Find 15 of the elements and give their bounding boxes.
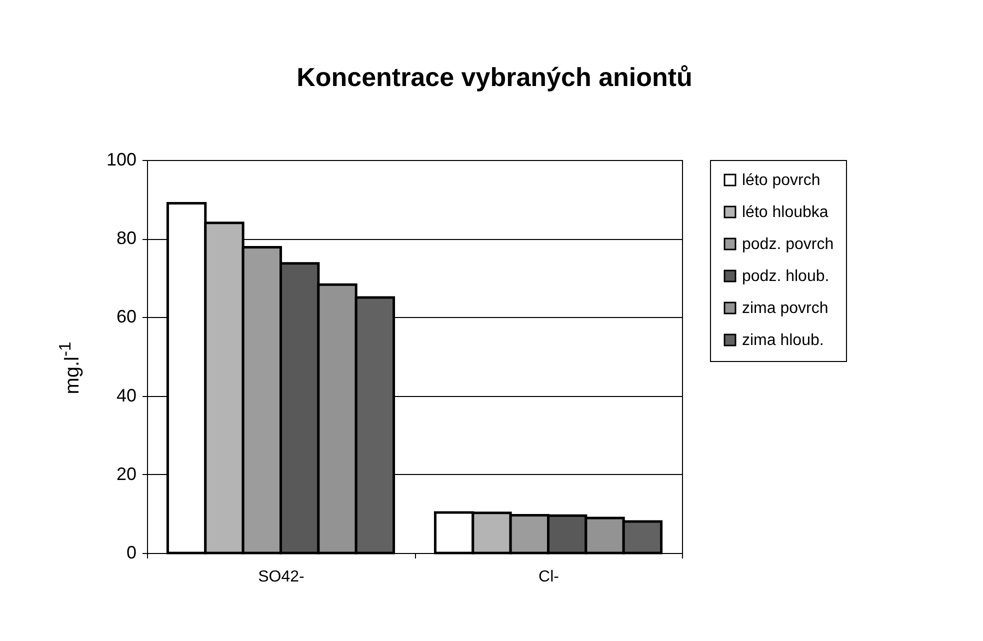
legend-label: zima hloub. bbox=[742, 332, 824, 349]
y-tick-label: 80 bbox=[116, 228, 136, 248]
y-tick-label: 0 bbox=[126, 542, 136, 562]
y-tick-label: 40 bbox=[116, 385, 136, 406]
legend-label: léto hloubka bbox=[742, 204, 828, 221]
x-tick-label: Cl- bbox=[538, 568, 559, 586]
y-tick-label: 100 bbox=[106, 150, 136, 170]
y-tick-label: 20 bbox=[116, 464, 136, 484]
chart-title: Koncentrace vybraných aniontů bbox=[296, 62, 692, 92]
legend-label: podz. povrch bbox=[742, 236, 834, 253]
legend-label: podz. hloub. bbox=[742, 268, 830, 285]
x-tick-label: SO42- bbox=[258, 568, 304, 586]
legend-label: léto povrch bbox=[742, 172, 820, 189]
y-tick-label: 60 bbox=[116, 306, 136, 327]
legend-label: zima povrch bbox=[742, 300, 828, 317]
